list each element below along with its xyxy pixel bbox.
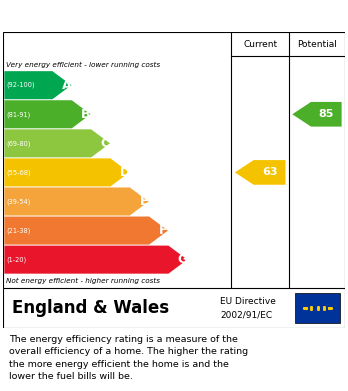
Text: E: E (140, 195, 148, 208)
Bar (295, 293, 340, 323)
Text: 63: 63 (262, 167, 277, 178)
Text: 2002/91/EC: 2002/91/EC (220, 311, 272, 320)
Text: (1-20): (1-20) (6, 256, 27, 263)
Text: C: C (101, 137, 110, 150)
Polygon shape (292, 102, 342, 127)
Text: Very energy efficient - lower running costs: Very energy efficient - lower running co… (6, 61, 160, 68)
Polygon shape (5, 71, 71, 99)
Text: Not energy efficient - higher running costs: Not energy efficient - higher running co… (6, 278, 160, 284)
Text: G: G (177, 253, 188, 266)
Text: EU Directive: EU Directive (220, 298, 276, 307)
Text: (69-80): (69-80) (6, 140, 31, 147)
Text: Current: Current (243, 39, 277, 48)
Text: 85: 85 (319, 109, 334, 119)
Text: Potential: Potential (297, 39, 337, 48)
Text: The energy efficiency rating is a measure of the
overall efficiency of a home. T: The energy efficiency rating is a measur… (9, 335, 248, 381)
Polygon shape (5, 100, 90, 128)
Text: (92-100): (92-100) (6, 82, 35, 88)
Text: (81-91): (81-91) (6, 111, 31, 118)
Polygon shape (5, 246, 187, 274)
Polygon shape (235, 160, 285, 185)
Polygon shape (5, 129, 110, 157)
Polygon shape (5, 158, 129, 187)
Text: (21-38): (21-38) (6, 227, 31, 234)
Polygon shape (5, 187, 149, 215)
Text: F: F (159, 224, 167, 237)
Text: (39-54): (39-54) (6, 198, 31, 205)
Polygon shape (5, 217, 168, 245)
Text: B: B (81, 108, 90, 121)
Text: Energy Efficiency Rating: Energy Efficiency Rating (9, 9, 219, 23)
Text: England & Wales: England & Wales (11, 299, 169, 317)
Text: A: A (62, 79, 71, 92)
Text: D: D (119, 166, 130, 179)
Text: (55-68): (55-68) (6, 169, 31, 176)
